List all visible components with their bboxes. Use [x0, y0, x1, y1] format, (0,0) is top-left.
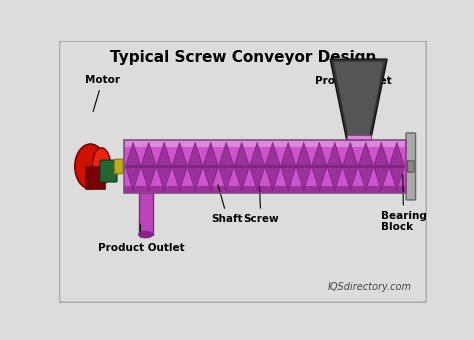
- Polygon shape: [219, 142, 234, 167]
- Polygon shape: [374, 167, 389, 190]
- Polygon shape: [358, 142, 374, 167]
- Ellipse shape: [92, 148, 110, 185]
- Bar: [124, 147, 406, 186]
- FancyBboxPatch shape: [406, 133, 416, 200]
- FancyBboxPatch shape: [100, 160, 117, 182]
- Bar: [124, 186, 406, 193]
- Polygon shape: [125, 167, 141, 190]
- Polygon shape: [265, 167, 281, 190]
- Polygon shape: [172, 167, 187, 190]
- Polygon shape: [203, 167, 219, 190]
- Polygon shape: [330, 59, 387, 140]
- Polygon shape: [234, 167, 249, 190]
- Polygon shape: [141, 167, 156, 190]
- Polygon shape: [334, 62, 383, 138]
- Polygon shape: [234, 142, 249, 167]
- FancyBboxPatch shape: [408, 161, 414, 172]
- Polygon shape: [327, 142, 343, 167]
- Polygon shape: [265, 142, 281, 167]
- Polygon shape: [311, 167, 327, 190]
- Polygon shape: [172, 142, 187, 167]
- Text: Shaft: Shaft: [212, 185, 243, 224]
- Polygon shape: [156, 142, 172, 167]
- Text: Bearing
Block: Bearing Block: [381, 174, 427, 232]
- Bar: [124, 140, 406, 193]
- Polygon shape: [141, 142, 156, 167]
- Text: Screw: Screw: [243, 186, 279, 224]
- Polygon shape: [281, 167, 296, 190]
- Polygon shape: [296, 142, 311, 167]
- Polygon shape: [389, 142, 405, 167]
- Polygon shape: [125, 142, 141, 167]
- Bar: [124, 140, 406, 147]
- Text: Product Outlet: Product Outlet: [98, 224, 184, 253]
- Polygon shape: [85, 167, 105, 189]
- Polygon shape: [343, 167, 358, 190]
- Polygon shape: [343, 142, 358, 167]
- Polygon shape: [358, 167, 374, 190]
- Text: Typical Screw Conveyor Design: Typical Screw Conveyor Design: [110, 50, 376, 65]
- Bar: [346, 135, 371, 140]
- Text: IQSdirectory.com: IQSdirectory.com: [328, 282, 412, 292]
- Polygon shape: [249, 142, 265, 167]
- Polygon shape: [389, 167, 405, 190]
- Ellipse shape: [138, 231, 153, 238]
- Text: Motor: Motor: [85, 75, 120, 112]
- Polygon shape: [374, 142, 389, 167]
- Polygon shape: [249, 167, 265, 190]
- Polygon shape: [219, 167, 234, 190]
- Polygon shape: [156, 167, 172, 190]
- Polygon shape: [311, 142, 327, 167]
- Polygon shape: [327, 167, 343, 190]
- Polygon shape: [187, 142, 203, 167]
- Polygon shape: [281, 142, 296, 167]
- Polygon shape: [296, 167, 311, 190]
- Polygon shape: [187, 167, 203, 190]
- Text: Product Inlet: Product Inlet: [315, 76, 392, 101]
- Bar: [138, 193, 153, 235]
- Ellipse shape: [75, 144, 106, 189]
- Polygon shape: [203, 142, 219, 167]
- FancyBboxPatch shape: [114, 159, 123, 174]
